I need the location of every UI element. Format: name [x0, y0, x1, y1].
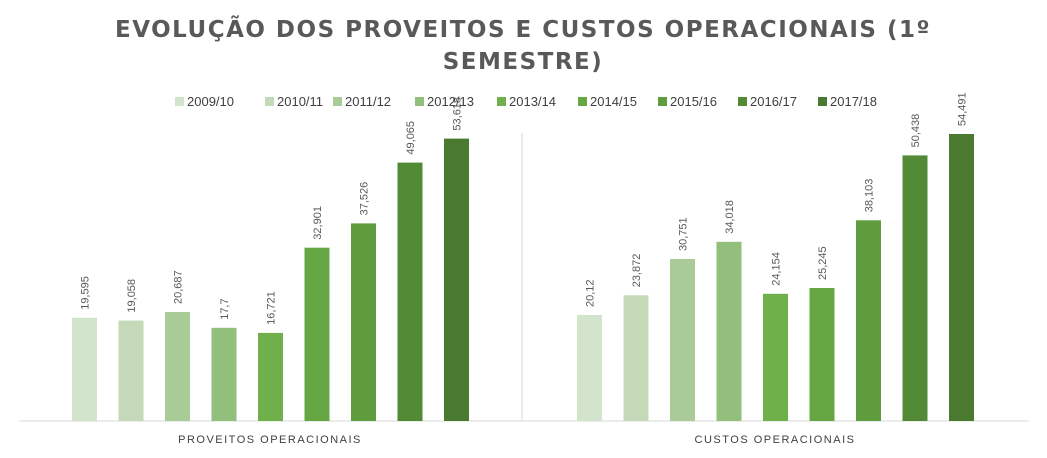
legend-swatch-2009-10	[175, 97, 184, 106]
data-label-proveitos-2012-13: 17,7	[219, 298, 231, 319]
data-label-custos-2012-13: 34,018	[724, 200, 736, 234]
bar-custos-2009-10	[577, 315, 602, 421]
bar-custos-2012-13	[716, 241, 742, 421]
data-label-proveitos-2017-18: 53,618	[452, 97, 464, 131]
category-label-proveitos: PROVEITOS OPERACIONAIS	[178, 434, 362, 446]
data-labels-group: 19,595 19,058 20,687 17,7 16,721 32,901 37,526…	[80, 92, 969, 325]
chart-title-line2: SEMESTRE)	[443, 49, 604, 75]
data-label-custos-2014-15: 25,245	[817, 246, 829, 280]
bar-custos-2017-18	[949, 134, 974, 421]
legend-swatch-2011-12	[333, 97, 342, 106]
bar-custos-2016-17	[902, 155, 928, 421]
legend-swatch-2012-13	[415, 97, 424, 106]
legend-label-2014-15: 2014/15	[590, 94, 637, 109]
legend-swatch-2017-18	[818, 97, 827, 106]
data-label-proveitos-2014-15: 32,901	[312, 206, 324, 240]
legend-label-2009-10: 2009/10	[187, 94, 234, 109]
bar-proveitos-2012-13	[211, 327, 237, 421]
data-label-proveitos-2011-12: 20,687	[173, 270, 185, 304]
data-label-custos-2011-12: 30,751	[678, 217, 690, 251]
legend-swatch-2016-17	[738, 97, 747, 106]
data-label-custos-2009-10: 20,12	[585, 279, 597, 307]
bar-proveitos-2009-10	[72, 317, 97, 421]
bar-proveitos-2013-14	[258, 332, 283, 421]
legend-swatch-2014-15	[578, 97, 587, 106]
legend-label-2011-12: 2011/12	[345, 94, 391, 109]
bar-proveitos-2016-17	[397, 162, 423, 421]
data-label-custos-2013-14: 24,154	[771, 252, 783, 286]
data-label-custos-2015-16: 38,103	[864, 179, 876, 213]
data-label-proveitos-2009-10: 19,595	[80, 276, 92, 310]
chart-title-line1: EVOLUÇÃO DOS PROVEITOS E CUSTOS OPERACIO…	[115, 15, 931, 43]
legend-swatch-2015-16	[658, 97, 667, 106]
bar-proveitos-2015-16	[351, 223, 376, 421]
data-label-proveitos-2016-17: 49,065	[405, 121, 417, 155]
category-label-custos: CUSTOS OPERACIONAIS	[695, 434, 856, 446]
bars-group	[72, 134, 974, 421]
bar-custos-2014-15	[809, 288, 835, 421]
data-label-custos-2010-11: 23,872	[631, 254, 643, 288]
bar-custos-2015-16	[856, 220, 881, 421]
data-label-custos-2017-18: 54,491	[957, 92, 969, 126]
data-label-proveitos-2013-14: 16,721	[266, 291, 278, 325]
legend: 2009/10 2010/11 2011/12 2012/13 2013/14 2014/…	[175, 94, 877, 109]
legend-label-2010-11: 2010/11	[277, 94, 323, 109]
legend-label-2013-14: 2013/14	[509, 94, 556, 109]
bar-proveitos-2017-18	[444, 138, 469, 421]
legend-label-2017-18: 2017/18	[830, 94, 877, 109]
bar-proveitos-2011-12	[165, 312, 190, 421]
legend-swatch-2013-14	[497, 97, 506, 106]
bar-proveitos-2010-11	[118, 320, 144, 421]
bar-custos-2011-12	[670, 259, 695, 421]
bar-custos-2013-14	[763, 293, 788, 421]
data-label-proveitos-2010-11: 19,058	[126, 279, 138, 313]
legend-label-2016-17: 2016/17	[750, 94, 797, 109]
bar-proveitos-2014-15	[304, 247, 330, 421]
bar-custos-2010-11	[623, 295, 649, 421]
legend-swatch-2010-11	[265, 97, 274, 106]
legend-label-2012-13: 2012/13	[427, 94, 474, 109]
legend-label-2015-16: 2015/16	[670, 94, 717, 109]
data-label-custos-2016-17: 50,438	[910, 114, 922, 148]
data-label-proveitos-2015-16: 37,526	[359, 182, 371, 216]
